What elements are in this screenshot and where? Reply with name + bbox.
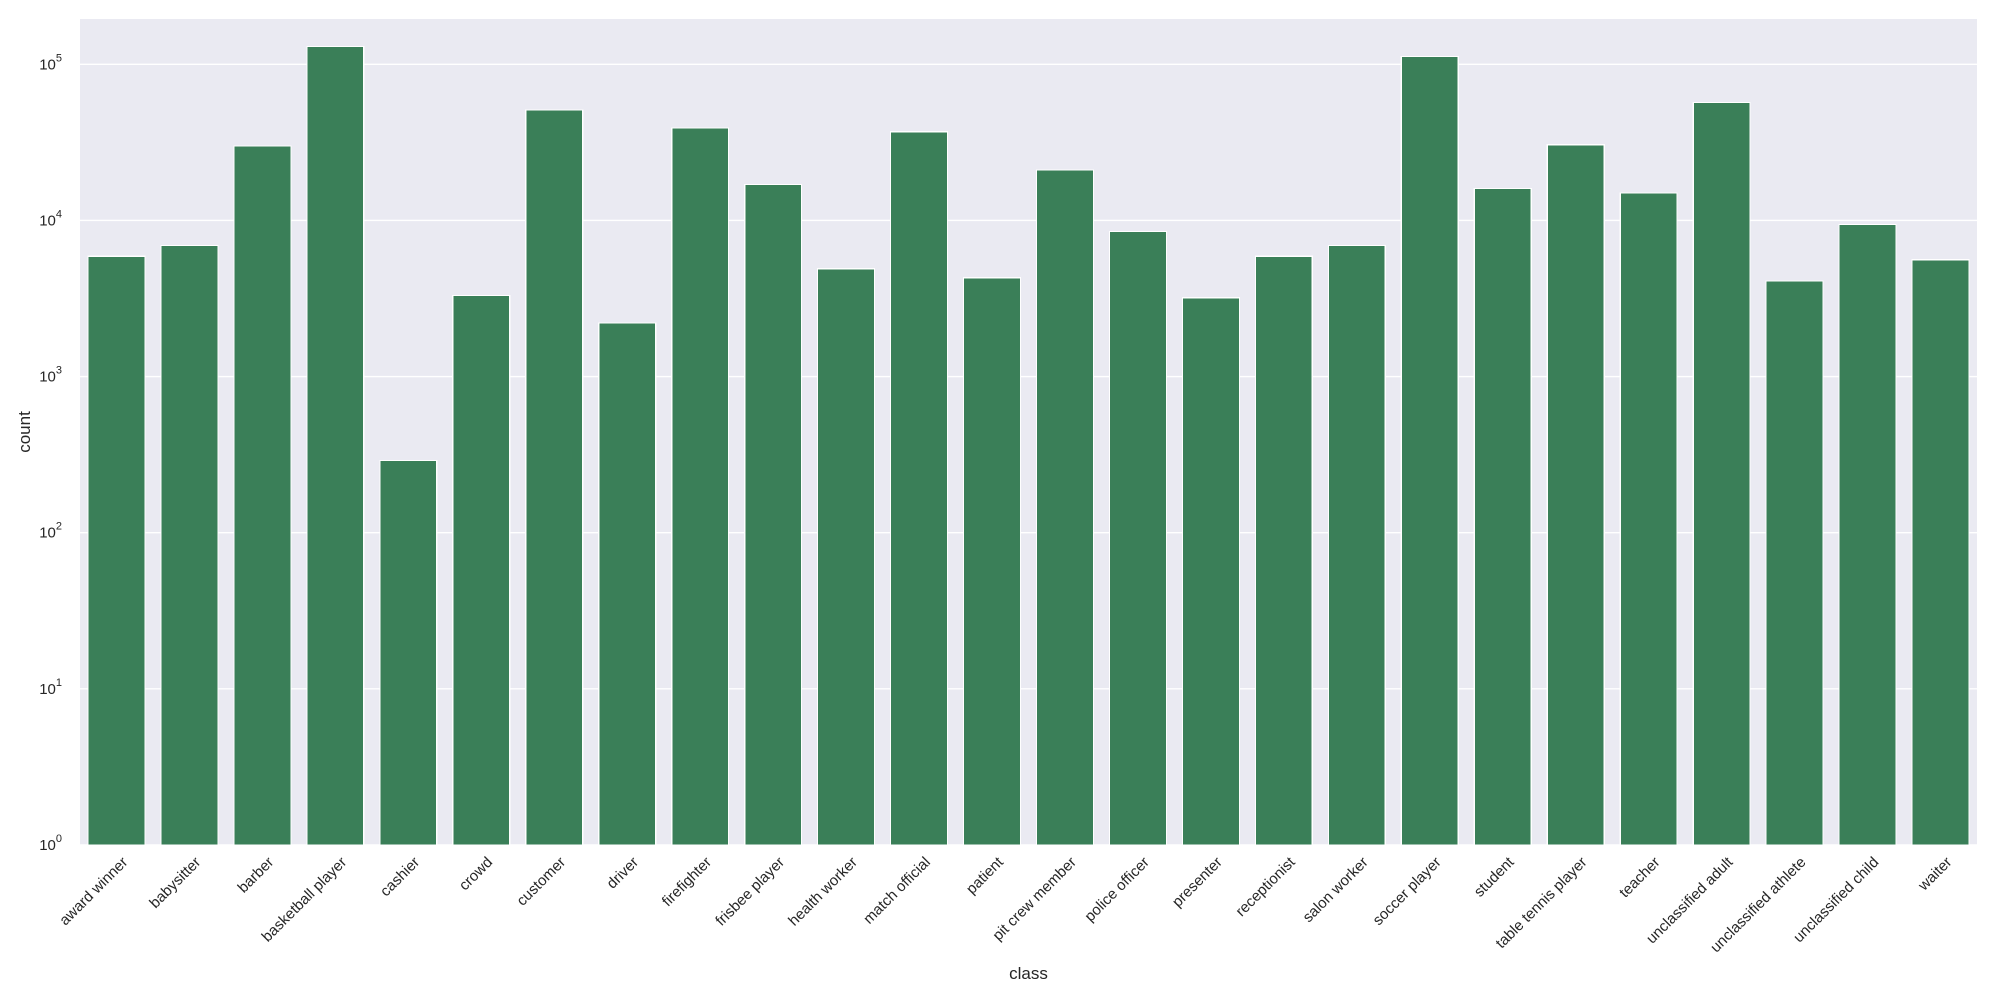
bar — [1473, 187, 1532, 846]
x-tick-label: health worker — [785, 854, 861, 930]
x-tick-label: award winner — [56, 854, 131, 929]
y-axis-ticks: 100 101 102 103 104 105 — [39, 52, 62, 854]
x-tick-label: frisbee player — [712, 854, 788, 930]
x-tick-label: customer — [513, 854, 569, 910]
x-tick-label: match official — [860, 854, 934, 928]
x-tick-label: police officer — [1081, 854, 1152, 925]
x-tick-label: crowd — [456, 854, 496, 894]
y-tick-label: 102 — [39, 521, 62, 542]
x-tick-label: waiter — [1914, 854, 1955, 895]
x-tick-label: firefighter — [659, 854, 715, 910]
x-axis-label: class — [1009, 964, 1048, 983]
bar — [452, 295, 511, 846]
bar — [890, 131, 949, 846]
bar — [744, 183, 803, 846]
bar — [1400, 55, 1459, 846]
bar — [1692, 101, 1751, 846]
bar — [1765, 280, 1824, 846]
bar — [817, 268, 876, 846]
bar — [1619, 192, 1678, 846]
y-tick-label: 101 — [39, 677, 62, 698]
x-tick-label: barber — [235, 854, 278, 897]
bar — [1546, 144, 1605, 846]
bar — [1911, 259, 1970, 846]
bar — [87, 255, 146, 846]
bar — [1838, 224, 1897, 846]
bar — [1327, 244, 1386, 846]
bar — [598, 322, 657, 846]
x-tick-label: cashier — [377, 854, 423, 900]
bar — [160, 244, 219, 846]
x-tick-label: teacher — [1616, 854, 1663, 901]
x-tick-label: presenter — [1169, 854, 1226, 911]
bar — [962, 277, 1022, 846]
bar — [306, 45, 365, 846]
x-tick-label: soccer player — [1370, 854, 1445, 929]
y-tick-label: 104 — [39, 208, 62, 229]
y-tick-label: 103 — [39, 365, 62, 386]
x-tick-label: salon worker — [1299, 854, 1371, 926]
y-axis-label: count — [15, 411, 34, 453]
bar — [1108, 230, 1167, 846]
bar — [233, 145, 292, 846]
y-tick-label: 100 — [39, 833, 62, 854]
x-tick-label: student — [1471, 853, 1518, 900]
plot-area — [80, 19, 1977, 845]
bar — [1254, 255, 1313, 846]
x-tick-label: babysitter — [146, 854, 204, 912]
x-tick-label: receptionist — [1232, 853, 1299, 920]
x-tick-label: driver — [603, 854, 642, 893]
bars — [87, 45, 1970, 846]
bar — [379, 459, 438, 846]
bar — [1035, 169, 1095, 846]
bar — [1181, 297, 1240, 846]
y-tick-label: 105 — [39, 52, 62, 73]
x-tick-label: patient — [963, 853, 1007, 897]
bar — [525, 109, 584, 846]
bar — [671, 127, 730, 846]
